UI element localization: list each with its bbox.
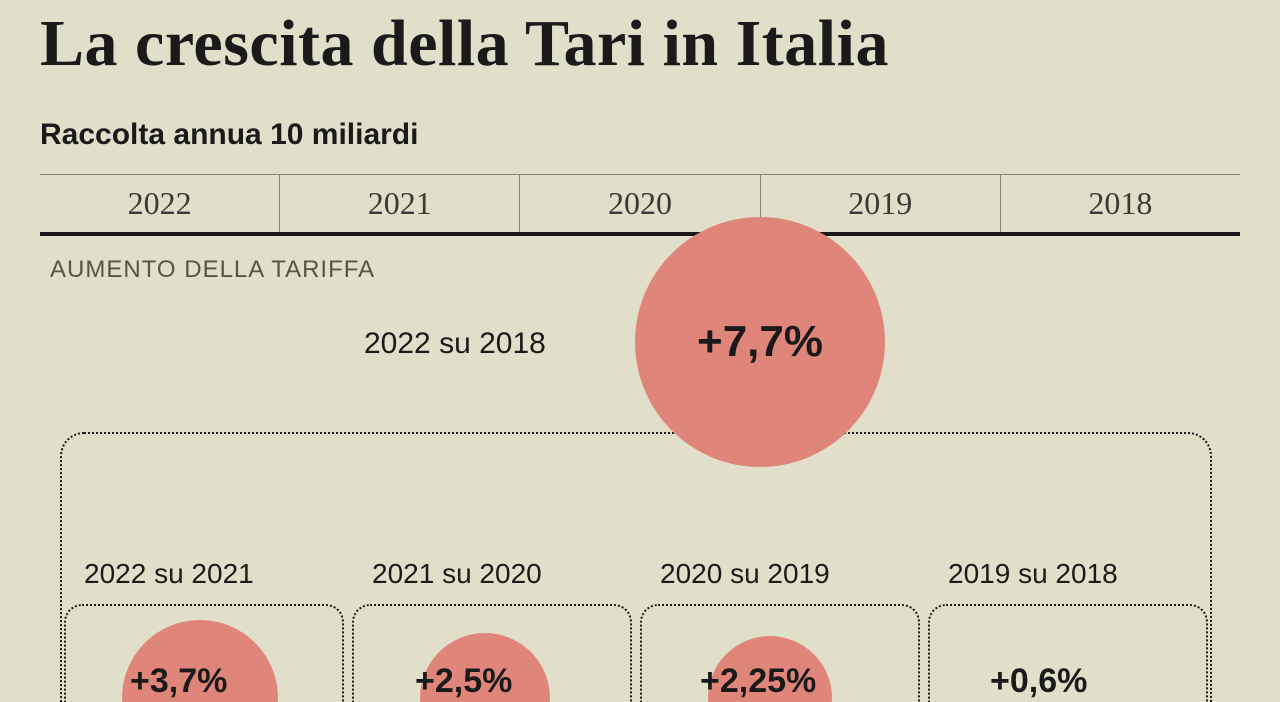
yearly-label: 2019 su 2018 xyxy=(948,558,1118,590)
page-title: La crescita della Tari in Italia xyxy=(40,6,889,82)
cumulative-label: 2022 su 2018 xyxy=(364,327,546,361)
section-label: AUMENTO DELLA TARIFFA xyxy=(50,256,375,284)
yearly-value: +0,6% xyxy=(990,662,1087,701)
yearly-label: 2021 su 2020 xyxy=(372,558,542,590)
yearly-value: +2,25% xyxy=(700,662,816,701)
yearly-value: +2,5% xyxy=(415,662,512,701)
cumulative-bubble: +7,7% xyxy=(635,217,885,467)
yearly-value: +3,7% xyxy=(130,662,227,701)
yearly-label: 2022 su 2021 xyxy=(84,558,254,590)
page-subtitle: Raccolta annua 10 miliardi xyxy=(40,118,418,152)
year-2021: 2021 xyxy=(280,175,520,232)
cumulative-value: +7,7% xyxy=(697,317,823,367)
years-header-row: 2022 2021 2020 2019 2018 xyxy=(40,174,1240,236)
year-2022: 2022 xyxy=(40,175,280,232)
year-2018: 2018 xyxy=(1001,175,1240,232)
yearly-label: 2020 su 2019 xyxy=(660,558,830,590)
